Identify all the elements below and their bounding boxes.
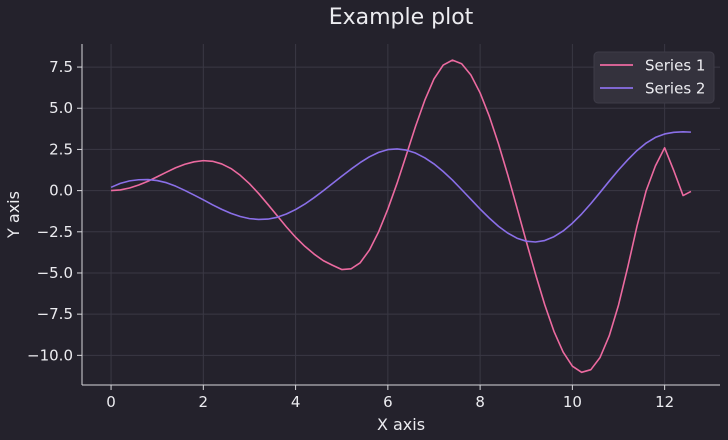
y-tick-label: −5.0	[37, 264, 73, 282]
x-tick-label: 8	[475, 393, 485, 411]
y-tick-label: 0.0	[49, 182, 73, 200]
y-tick-label: −10.0	[27, 346, 73, 364]
y-tick-label: 5.0	[49, 99, 73, 117]
series-line-2	[110, 131, 691, 243]
legend-label-series-2: Series 2	[645, 80, 705, 98]
x-tick-label: 4	[291, 393, 301, 411]
axes	[81, 44, 720, 386]
legend-label-series-1: Series 1	[645, 57, 705, 75]
x-axis-label: X axis	[377, 415, 425, 434]
chart-title: Example plot	[329, 5, 474, 30]
x-tick-label: 6	[383, 393, 393, 411]
x-tick-label: 12	[655, 393, 674, 411]
y-axis-label: Y axis	[4, 191, 23, 239]
x-tick-label: 0	[106, 393, 116, 411]
x-tick-label: 2	[199, 393, 209, 411]
legend: Series 1 Series 2	[593, 51, 715, 104]
x-tick-label: 10	[563, 393, 582, 411]
y-tick-label: 7.5	[49, 58, 73, 76]
ticks: 0 2 4 6 8 10 12 −10.0 −7.5 −5.0 −2.5 0.0 2.5 5.0 7.5	[27, 58, 674, 411]
y-tick-label: −2.5	[37, 223, 73, 241]
series-lines	[110, 59, 692, 374]
y-tick-label: 2.5	[49, 140, 73, 158]
series-line-1	[111, 59, 692, 374]
y-tick-label: −7.5	[37, 305, 73, 323]
